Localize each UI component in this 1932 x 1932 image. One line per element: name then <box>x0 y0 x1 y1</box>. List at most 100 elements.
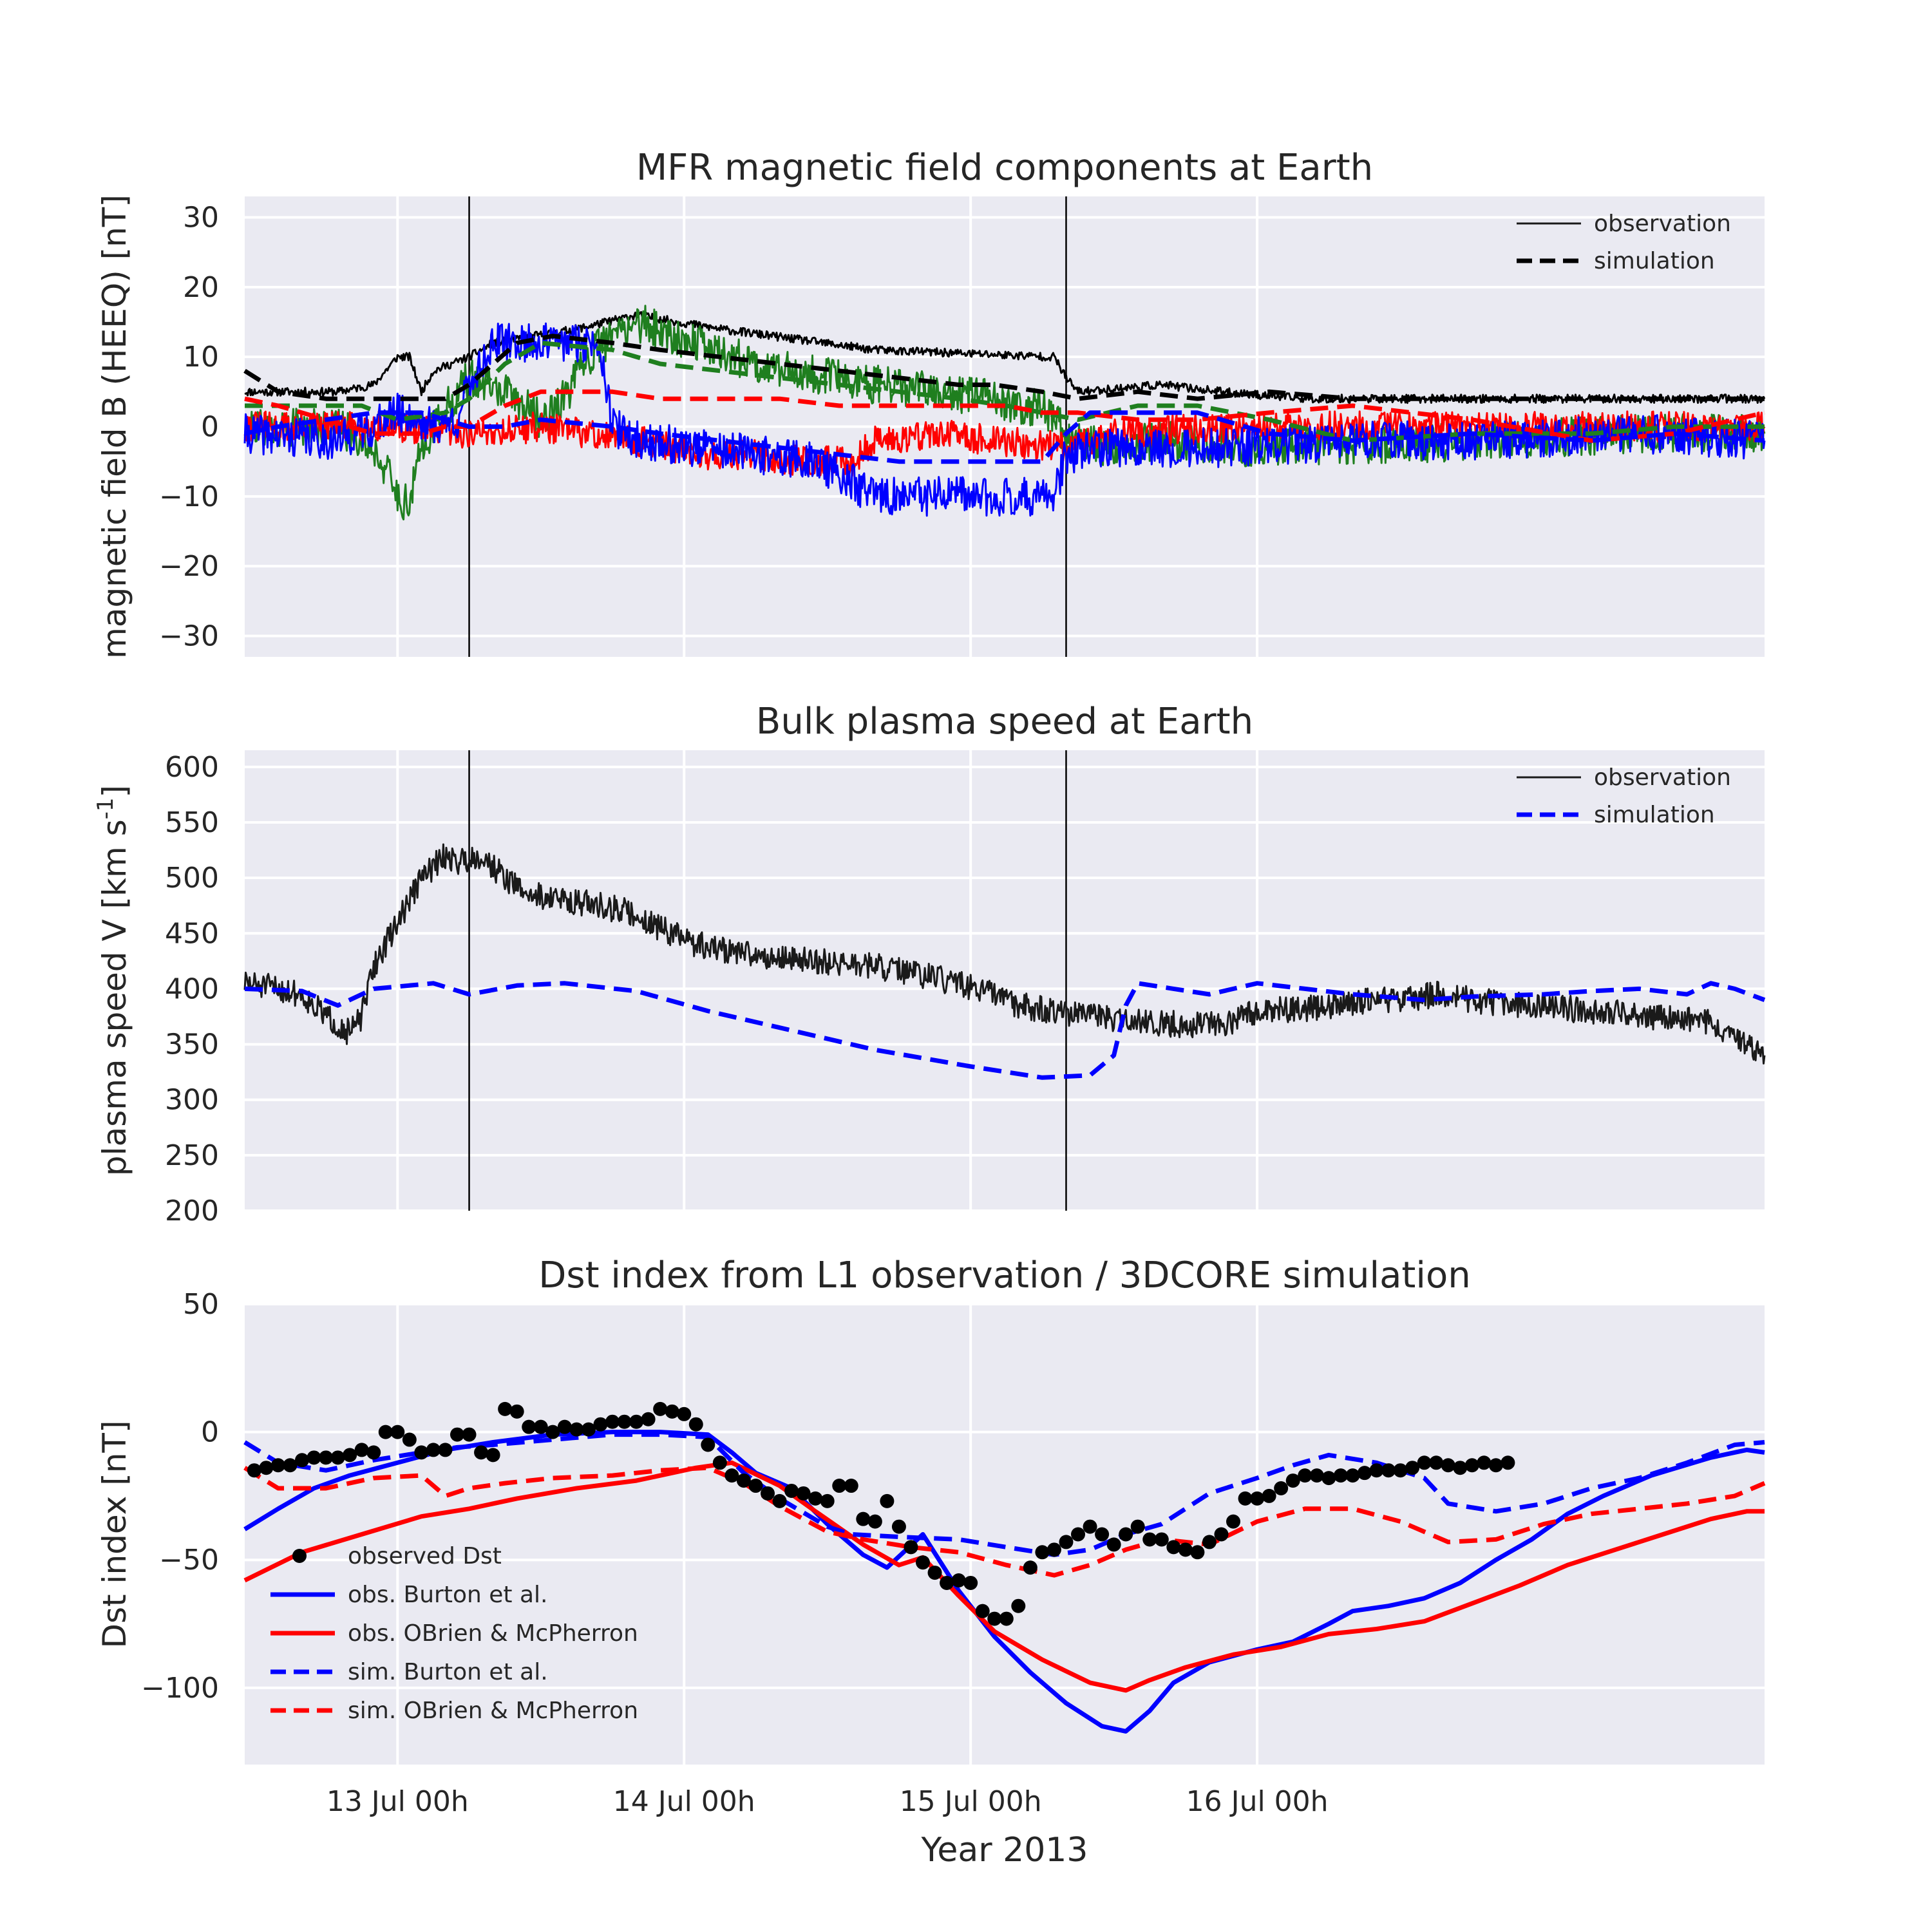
observed-dst-dot <box>867 1514 882 1529</box>
observed-dst-dot <box>259 1461 274 1475</box>
observed-dst-dot <box>904 1540 918 1555</box>
observed-dst-dot <box>748 1479 763 1493</box>
observed-dst-dot <box>999 1611 1014 1626</box>
observed-dst-dot <box>987 1611 1002 1626</box>
observed-dst-dot <box>1119 1527 1133 1542</box>
y-tick-labels: 600 550 500 450 400 350 300 250 200 <box>165 751 219 1227</box>
y-tick-label: −100 <box>141 1672 219 1705</box>
observed-dst-dot <box>784 1483 799 1498</box>
observed-dst-dot <box>605 1414 620 1429</box>
y-tick-label: 0 <box>201 1416 219 1449</box>
observed-dst-dot <box>593 1417 608 1432</box>
series-line <box>244 389 1765 443</box>
observed-dst-dot <box>1309 1468 1324 1483</box>
series-line <box>243 1430 1765 1734</box>
observed-dst-dot <box>1130 1519 1145 1534</box>
observed-dst-dot <box>1071 1527 1086 1542</box>
y-tick-label: −50 <box>159 1544 219 1577</box>
observed-dst-dot <box>438 1443 453 1457</box>
gridlines <box>245 750 1765 1212</box>
x-tick-label: 13 Jul 00h <box>327 1785 469 1818</box>
y-tick-label: 20 <box>183 271 219 304</box>
y-axis-label: magnetic field B (HEEQ) [nT] <box>96 194 133 659</box>
observed-dst-dot <box>294 1453 309 1468</box>
y-tick-label: 0 <box>201 411 219 444</box>
observed-dst-dot <box>712 1455 727 1470</box>
observed-dst-dot <box>617 1414 632 1429</box>
legend: observation simulation <box>1517 211 1731 274</box>
observed-dst-dot <box>951 1573 966 1587</box>
observed-dst-dot <box>426 1443 440 1457</box>
observed-dst-dot <box>688 1417 703 1432</box>
series-line <box>243 1460 1765 1693</box>
x-tick-label: 16 Jul 00h <box>1186 1785 1329 1818</box>
y-tick-label: −30 <box>159 620 219 653</box>
observed-dst-dot <box>1405 1461 1420 1475</box>
observed-dst-dot <box>1214 1527 1229 1542</box>
observed-dst-dot <box>569 1422 584 1437</box>
observed-dst-dot <box>1357 1466 1372 1481</box>
plot-area-plasma-speed <box>245 750 1765 1211</box>
x-tick-label: 15 Jul 00h <box>900 1785 1042 1818</box>
observed-dst-dot <box>856 1511 871 1526</box>
observed-dst-dot <box>641 1412 656 1426</box>
observed-dst-dot <box>1095 1527 1110 1542</box>
observed-dst-dot <box>1046 1542 1061 1557</box>
observed-dst-dot <box>1202 1535 1217 1549</box>
series-line <box>244 410 1765 464</box>
observed-dst-dot <box>462 1427 477 1442</box>
legend-label: obs. OBrien & McPherron <box>348 1620 638 1647</box>
observed-dst-dot <box>1417 1455 1432 1470</box>
observed-dst-dot <box>677 1406 692 1421</box>
x-tick-labels: 13 Jul 00h 14 Jul 00h 15 Jul 00h 16 Jul 00h <box>327 1785 1329 1818</box>
observed-dst-dot <box>1178 1542 1193 1557</box>
observed-dst-dot <box>629 1414 644 1429</box>
series-line <box>244 981 1766 1080</box>
observed-dst-dot <box>772 1493 787 1508</box>
series-line <box>243 334 1765 401</box>
y-axis-label-main: plasma speed V [km s <box>96 819 133 1176</box>
observed-dst-dot <box>1441 1458 1455 1473</box>
y-tick-label: 500 <box>165 862 219 895</box>
legend-label: simulation <box>1594 248 1715 274</box>
observed-dst-dot <box>1106 1537 1121 1552</box>
observed-dst-dot <box>844 1479 858 1493</box>
x-tick-label: 14 Jul 00h <box>613 1785 755 1818</box>
legend: observed Dst obs. Burton et al. obs. OBrie… <box>270 1543 638 1724</box>
observed-dst-dot <box>796 1486 811 1501</box>
series-line <box>243 843 1766 1065</box>
observed-dst-dot <box>545 1425 560 1439</box>
observed-dst-dot <box>975 1604 990 1618</box>
legend-label: sim. Burton et al. <box>348 1659 548 1685</box>
observed-dst-dot <box>701 1437 715 1452</box>
observed-dst-dot <box>724 1468 739 1483</box>
observed-dst-dot <box>1333 1468 1348 1483</box>
observed-dst-dot <box>1429 1455 1444 1470</box>
observed-dst-dot <box>450 1427 464 1442</box>
observed-dst-dot <box>1298 1468 1312 1483</box>
observed-dst-dot <box>1321 1471 1336 1486</box>
observed-dst-dot <box>1369 1463 1384 1478</box>
observed-dst-dot <box>283 1458 298 1473</box>
observed-dst-dot <box>343 1448 357 1463</box>
observed-dst-dot <box>1477 1455 1492 1470</box>
observed-dst-dot <box>927 1566 942 1580</box>
legend-marker <box>292 1549 307 1563</box>
observed-dst-dot <box>736 1473 751 1488</box>
observed-dst-dot <box>533 1419 548 1434</box>
observed-dst-dot <box>486 1448 500 1463</box>
chart-title: MFR magnetic field components at Earth <box>636 147 1373 189</box>
y-tick-label: 300 <box>165 1084 219 1117</box>
observed-dst-dot <box>820 1493 835 1508</box>
series-line <box>245 341 1765 443</box>
x-axis-label: Year 2013 <box>921 1831 1088 1870</box>
observed-dst-dot <box>390 1425 405 1439</box>
observed-dst-dot <box>402 1432 417 1447</box>
observed-dst-dot <box>581 1422 596 1437</box>
observed-dst-dot <box>270 1458 285 1473</box>
y-tick-label: 200 <box>165 1195 219 1227</box>
chart-title: Bulk plasma speed at Earth <box>756 701 1253 743</box>
observed-dst-dot <box>509 1404 524 1419</box>
observed-dst-dot <box>1250 1491 1265 1506</box>
observed-dst-dot <box>1083 1519 1097 1534</box>
